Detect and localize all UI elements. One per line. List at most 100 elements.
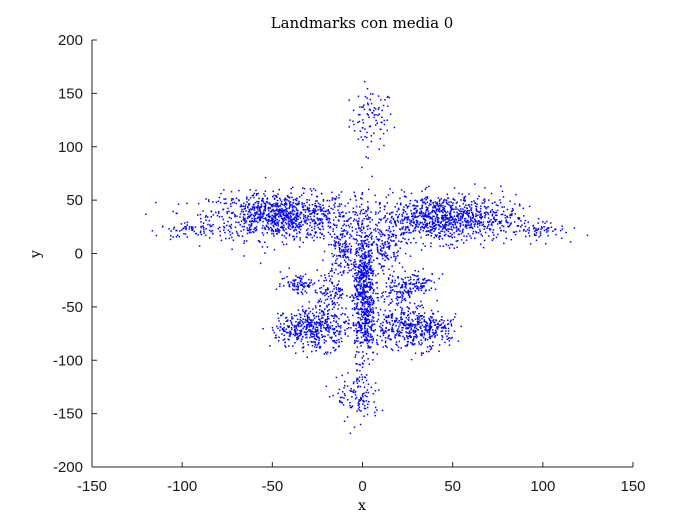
data-point (424, 337, 427, 340)
data-point (405, 331, 407, 333)
data-point (418, 223, 421, 226)
data-point (425, 209, 428, 212)
data-point (225, 224, 228, 227)
data-point (261, 232, 264, 234)
data-point (364, 251, 366, 254)
data-point (235, 197, 238, 200)
data-point (446, 210, 449, 213)
data-point (494, 219, 496, 221)
data-point (326, 313, 329, 315)
data-point (321, 323, 323, 325)
data-point (391, 314, 394, 316)
data-point (362, 119, 364, 121)
data-point (290, 326, 293, 329)
data-point (499, 222, 501, 224)
data-point (258, 216, 261, 219)
data-point (355, 228, 357, 230)
data-point (453, 187, 456, 189)
data-point (333, 245, 336, 247)
data-point (282, 213, 284, 216)
data-point (429, 216, 432, 218)
data-point (375, 243, 378, 245)
data-point (335, 288, 338, 291)
data-point (297, 281, 299, 284)
data-point (440, 225, 442, 228)
data-point (318, 205, 320, 208)
data-point (367, 114, 369, 116)
data-point (470, 224, 472, 226)
data-point (419, 319, 421, 321)
data-point (299, 334, 301, 337)
data-point (233, 213, 236, 216)
data-point (442, 245, 445, 248)
data-point (372, 259, 375, 262)
data-point (495, 236, 498, 239)
data-point (333, 301, 336, 304)
data-point (289, 225, 292, 227)
data-point (388, 334, 390, 336)
data-point (297, 286, 299, 289)
data-point (346, 233, 348, 235)
data-point (442, 218, 444, 220)
data-point (304, 222, 307, 224)
data-point (357, 223, 359, 225)
data-point (436, 234, 438, 237)
data-point (465, 224, 467, 226)
data-point (443, 210, 446, 212)
data-point (405, 334, 408, 337)
data-point (406, 291, 408, 294)
data-point (435, 210, 438, 212)
data-point (259, 219, 262, 222)
data-point (348, 269, 351, 272)
data-point (395, 291, 398, 293)
data-point (367, 102, 369, 104)
data-point (346, 232, 348, 234)
data-point (338, 338, 340, 341)
data-point (205, 219, 207, 222)
data-point (374, 108, 377, 110)
data-point (258, 213, 260, 216)
data-point (320, 334, 323, 336)
data-point (410, 336, 412, 339)
data-point (391, 281, 394, 283)
data-point (367, 188, 370, 191)
data-point (267, 228, 270, 231)
data-point (475, 208, 477, 210)
data-point (370, 334, 372, 336)
data-point (278, 229, 280, 231)
data-point (417, 281, 420, 284)
data-point (359, 363, 361, 366)
data-point (257, 240, 260, 242)
data-point (370, 283, 372, 285)
data-point (421, 286, 424, 289)
data-point (360, 300, 362, 303)
data-point (282, 227, 284, 230)
data-point (343, 384, 346, 387)
data-point (397, 275, 399, 278)
data-point (328, 331, 330, 333)
data-point (319, 323, 322, 326)
data-point (338, 264, 340, 267)
data-point (404, 238, 406, 240)
data-point (408, 330, 411, 333)
data-point (403, 195, 406, 198)
data-point (364, 269, 367, 271)
data-point (294, 329, 296, 332)
data-point (212, 214, 215, 216)
data-point (444, 233, 447, 236)
data-point (264, 204, 267, 207)
data-point (389, 338, 391, 341)
data-point (369, 308, 371, 310)
data-point (341, 230, 343, 232)
data-point (305, 331, 307, 334)
data-point (452, 318, 455, 321)
data-point (360, 285, 362, 287)
data-point (317, 279, 320, 282)
data-point (545, 231, 548, 233)
data-point (343, 223, 346, 225)
data-point (383, 208, 386, 211)
data-point (412, 343, 415, 346)
data-point (253, 219, 256, 221)
data-point (398, 330, 401, 332)
data-point (450, 209, 452, 212)
